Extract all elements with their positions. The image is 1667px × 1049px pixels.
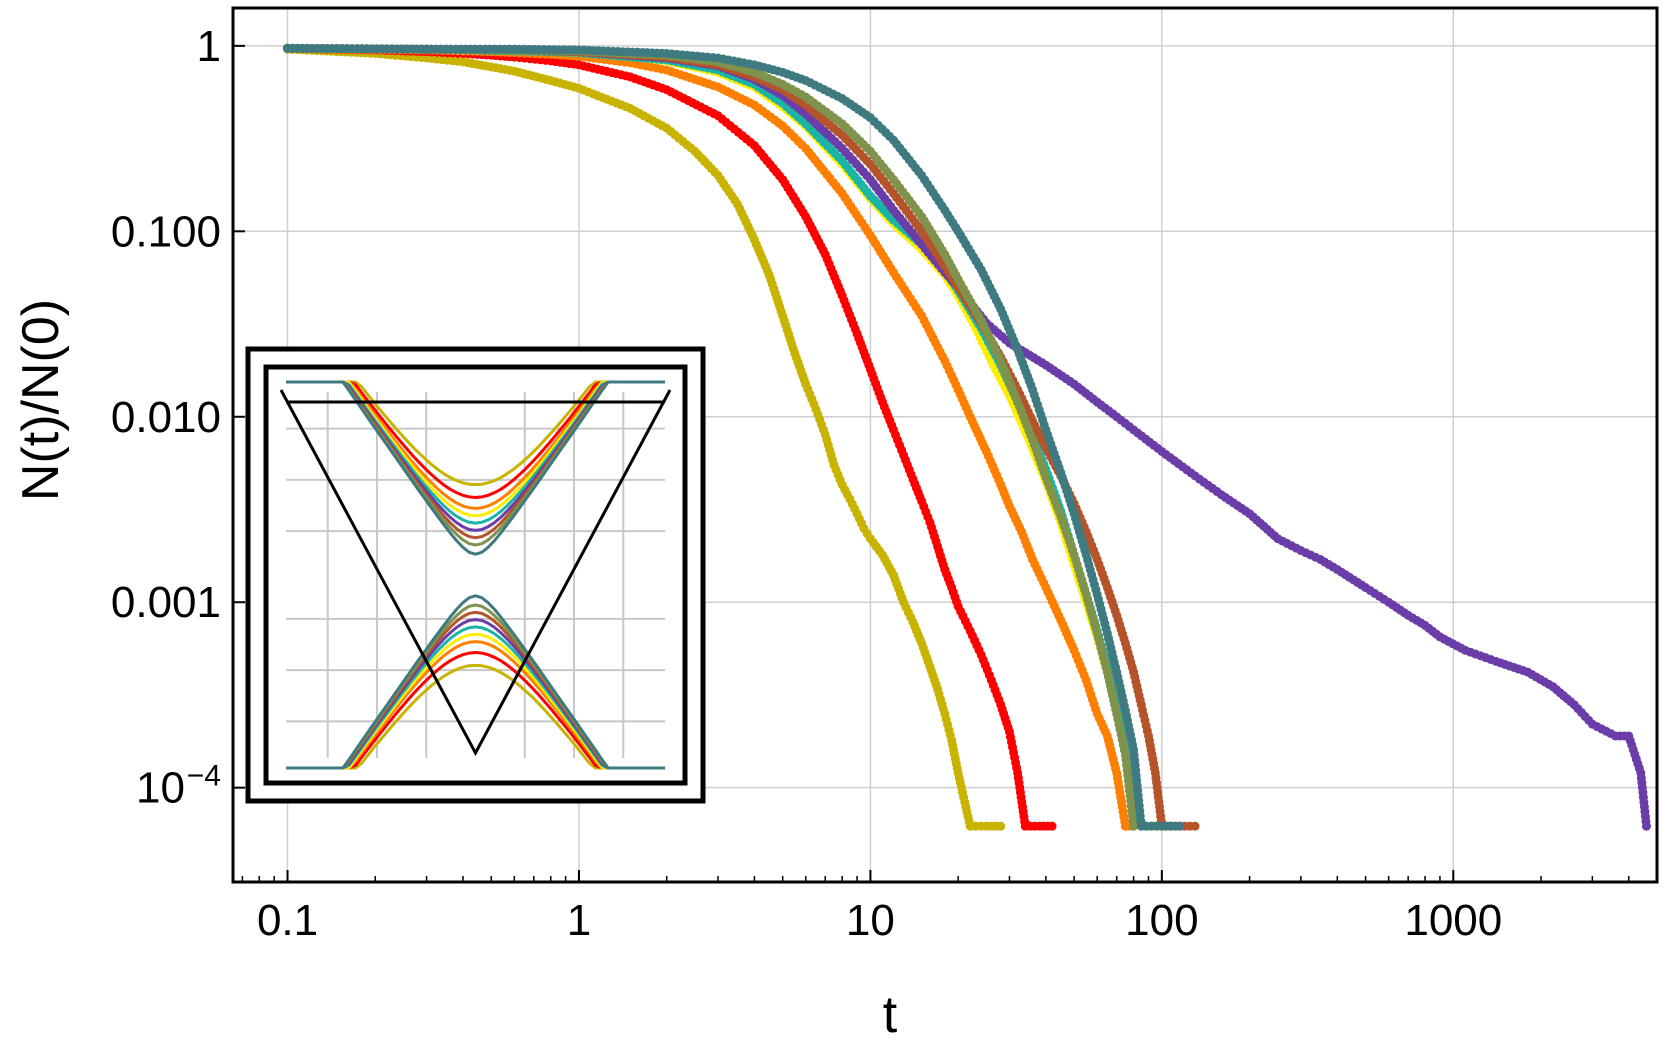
series-orange [283,43,1139,831]
x-tick-label: 0.1 [257,896,318,945]
inset-band [286,380,665,770]
y-tick-exponent: −4 [187,760,221,793]
x-tick-label: 10 [846,896,895,945]
data-point [1129,821,1139,831]
inset-upper-band [286,380,665,556]
data-series [283,43,1651,831]
x-axis-title: t [883,986,898,1044]
data-point [996,821,1006,831]
y-tick-label: 0.001 [111,578,221,627]
y-tick-label: 1 [197,22,221,71]
inset-lower-band [286,594,665,770]
y-tick-label: 0.100 [111,207,221,256]
series-slate-teal [283,43,1185,831]
inset-upper-band [286,380,665,518]
plot-frame [231,6,1659,884]
data-point [1641,821,1651,831]
y-tick-label: 10 [136,764,185,813]
x-tick-label: 1000 [1404,896,1502,945]
inset-lower-band [286,632,665,770]
data-point [1175,821,1185,831]
x-tick-label: 100 [1125,896,1198,945]
y-axis-title: N(t)/N(0) [12,299,70,501]
inset-inner-frame [263,364,688,786]
inset-v-lines [279,389,672,757]
x-tick-label: 1 [567,896,591,945]
inset-band-diagram [245,346,706,804]
data-point [1047,821,1057,831]
y-tick-label: 0.010 [111,393,221,442]
data-point [1190,821,1200,831]
inset-band [286,380,665,770]
